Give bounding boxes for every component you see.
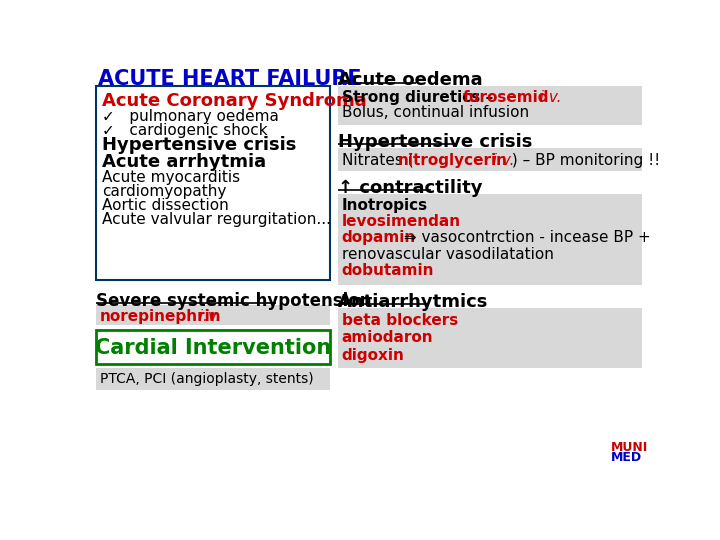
Text: PTCA, PCI (angioplasty, stents): PTCA, PCI (angioplasty, stents) [100, 372, 314, 386]
Text: Nitrates (: Nitrates ( [342, 153, 413, 167]
Text: Hypertensive crisis: Hypertensive crisis [338, 132, 532, 151]
Text: ↑ contractility: ↑ contractility [338, 179, 482, 197]
Text: Acute myocarditis: Acute myocarditis [102, 170, 240, 185]
Text: MUNI: MUNI [611, 441, 648, 454]
Text: ✓   pulmonary oedema: ✓ pulmonary oedema [102, 109, 279, 124]
Text: renovascular vasodilatation: renovascular vasodilatation [342, 247, 554, 261]
Text: Hypertensive crisis: Hypertensive crisis [102, 137, 297, 154]
Text: ⇒ vasocontrction - incease BP +: ⇒ vasocontrction - incease BP + [400, 231, 651, 245]
Text: ACUTE HEART FAILURE: ACUTE HEART FAILURE [98, 69, 361, 89]
Text: ✓   cardiogenic shock: ✓ cardiogenic shock [102, 123, 268, 138]
Text: nitroglycerin: nitroglycerin [397, 153, 508, 167]
Text: Aortic dissection: Aortic dissection [102, 198, 229, 213]
Text: Antiarrhytmics: Antiarrhytmics [338, 293, 488, 310]
Text: beta blockers: beta blockers [342, 313, 458, 328]
FancyBboxPatch shape [96, 305, 330, 325]
Text: levosimendan: levosimendan [342, 214, 461, 229]
Text: i.v.: i.v. [530, 90, 562, 105]
Text: dobutamin: dobutamin [342, 262, 434, 278]
Text: dopamin: dopamin [342, 231, 416, 245]
Text: Inotropics: Inotropics [342, 198, 428, 213]
Text: Cardial Intervention: Cardial Intervention [95, 338, 331, 358]
Text: furosemid: furosemid [463, 90, 549, 105]
FancyBboxPatch shape [96, 86, 330, 280]
FancyBboxPatch shape [338, 194, 642, 285]
Text: norepinephrin: norepinephrin [100, 309, 222, 324]
FancyBboxPatch shape [96, 368, 330, 390]
FancyBboxPatch shape [96, 330, 330, 363]
Text: MED: MED [611, 451, 642, 464]
Text: Acute valvular regurgitation...: Acute valvular regurgitation... [102, 212, 331, 227]
Text: Acute Coronary Syndroma: Acute Coronary Syndroma [102, 92, 367, 110]
Text: i.v.: i.v. [194, 309, 221, 324]
Text: Acute oedema: Acute oedema [338, 71, 482, 89]
Text: Bolus, continual infusion: Bolus, continual infusion [342, 105, 529, 120]
Text: amiodaron: amiodaron [342, 330, 433, 346]
Text: Severe systemic hypotension: Severe systemic hypotension [96, 292, 372, 310]
Text: Acute arrhytmia: Acute arrhytmia [102, 153, 266, 171]
Text: cardiomyopathy: cardiomyopathy [102, 184, 227, 199]
Text: Strong diuretics –: Strong diuretics – [342, 90, 498, 105]
FancyBboxPatch shape [338, 308, 642, 368]
Text: digoxin: digoxin [342, 348, 405, 363]
FancyBboxPatch shape [338, 86, 642, 125]
Text: ) – BP monitoring !!: ) – BP monitoring !! [507, 153, 660, 167]
FancyBboxPatch shape [338, 148, 642, 171]
Text: i.v.: i.v. [482, 153, 514, 167]
